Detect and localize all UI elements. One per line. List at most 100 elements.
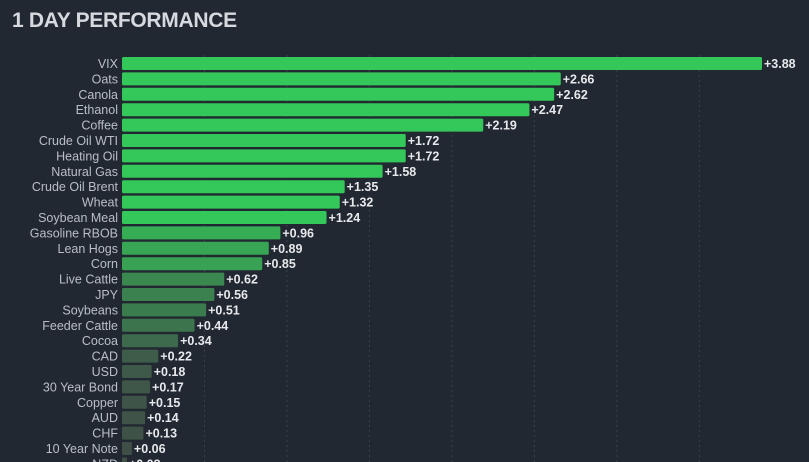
value-label: +0.22 xyxy=(160,350,192,364)
bar-row: 10 Year Note +0.06 xyxy=(46,442,166,456)
bar-row: Coffee +2.19 xyxy=(81,118,517,133)
value-label: +1.72 xyxy=(408,134,440,148)
value-label: +0.62 xyxy=(226,273,258,287)
category-label: Wheat xyxy=(82,196,119,210)
bar xyxy=(122,72,561,86)
bar xyxy=(122,380,151,394)
bar-row: AUD +0.14 xyxy=(92,411,179,425)
bar xyxy=(122,411,146,425)
value-label: +0.06 xyxy=(134,442,166,456)
bar xyxy=(122,334,179,348)
value-label: +2.62 xyxy=(556,88,588,102)
bar-row: Gasoline RBOB +0.96 xyxy=(30,226,314,240)
category-label: Crude Oil WTI xyxy=(39,134,118,148)
bar-row: USD +0.18 xyxy=(92,365,186,379)
category-label: Corn xyxy=(91,257,118,271)
category-label: Canola xyxy=(78,88,118,102)
bar-row: JPY +0.56 xyxy=(95,288,248,302)
value-label: +0.51 xyxy=(208,303,240,317)
bar-row: CHF +0.13 xyxy=(92,426,177,441)
bar-row: CAD +0.22 xyxy=(92,349,192,364)
bar xyxy=(122,395,147,409)
value-label: +0.89 xyxy=(271,242,303,256)
chart-title: 1 DAY PERFORMANCE xyxy=(12,9,237,32)
value-label: +2.66 xyxy=(563,72,595,86)
value-label: +0.14 xyxy=(147,411,179,425)
bar xyxy=(122,87,555,101)
category-label: Soybean Meal xyxy=(38,211,118,225)
bar-row: Feeder Cattle +0.44 xyxy=(42,318,229,333)
value-label: +0.85 xyxy=(264,257,296,271)
category-label: Live Cattle xyxy=(59,273,118,287)
bar xyxy=(122,257,263,271)
category-label: Feeder Cattle xyxy=(42,319,118,333)
value-label: +0.96 xyxy=(282,226,314,240)
category-label: Ethanol xyxy=(76,103,118,117)
bar-row: NZD +0.03 xyxy=(92,457,161,462)
bar-row: Corn +0.85 xyxy=(91,257,296,271)
category-label: Gasoline RBOB xyxy=(30,226,118,240)
bar xyxy=(122,318,195,332)
category-label: JPY xyxy=(95,288,119,302)
bar-row: Oats +2.66 xyxy=(92,72,595,86)
bar-row: 30 Year Bond +0.17 xyxy=(43,380,184,394)
value-label: +0.18 xyxy=(154,365,186,379)
category-label: AUD xyxy=(92,411,118,425)
bar xyxy=(122,442,132,455)
bar-row: Copper +0.15 xyxy=(77,395,181,410)
value-label: +0.15 xyxy=(149,396,181,410)
value-label: +0.44 xyxy=(197,319,229,333)
bar-row: Soybeans +0.51 xyxy=(62,303,240,317)
value-label: +1.72 xyxy=(408,149,440,163)
category-label: Natural Gas xyxy=(51,165,118,179)
bar-row: Wheat +1.32 xyxy=(82,195,373,210)
bar xyxy=(122,195,340,209)
bar-row: Cocoa +0.34 xyxy=(82,334,212,348)
value-label: +0.56 xyxy=(216,288,248,302)
bar-row: Ethanol +2.47 xyxy=(76,103,563,117)
bar-row: VIX +3.88 xyxy=(98,57,796,71)
value-label: +3.88 xyxy=(764,57,796,71)
value-label: +1.35 xyxy=(347,180,379,194)
bar xyxy=(122,226,281,240)
bar-row: Canola +2.62 xyxy=(78,87,588,102)
bar xyxy=(122,272,225,286)
value-label: +1.58 xyxy=(385,165,417,179)
bar xyxy=(122,164,383,178)
category-label: Heating Oil xyxy=(56,149,118,163)
bar xyxy=(122,349,159,363)
bar xyxy=(122,211,327,224)
category-label: CHF xyxy=(92,427,118,441)
bar-row: Live Cattle +0.62 xyxy=(59,272,258,287)
value-label: +0.34 xyxy=(180,334,212,348)
value-label: +0.13 xyxy=(145,427,177,441)
value-label: +2.47 xyxy=(531,103,563,117)
bar xyxy=(122,180,345,194)
category-label: CAD xyxy=(92,350,118,364)
category-label: 30 Year Bond xyxy=(43,380,118,394)
category-label: Lean Hogs xyxy=(58,242,118,256)
category-label: Coffee xyxy=(81,119,118,133)
value-label: +0.17 xyxy=(152,380,184,394)
bar xyxy=(122,288,215,301)
bar-row: Lean Hogs +0.89 xyxy=(58,241,303,256)
category-label: Crude Oil Brent xyxy=(32,180,119,194)
category-label: Copper xyxy=(77,396,118,410)
bar xyxy=(122,118,484,132)
bar xyxy=(122,303,207,317)
bar xyxy=(122,365,152,378)
bar xyxy=(122,457,127,462)
category-label: Oats xyxy=(92,72,118,86)
bar xyxy=(122,149,406,163)
category-label: Soybeans xyxy=(62,303,118,317)
bar xyxy=(122,241,269,255)
value-label: +1.24 xyxy=(329,211,361,225)
category-label: Cocoa xyxy=(82,334,118,348)
bar xyxy=(122,103,530,117)
bar xyxy=(122,134,406,147)
bar-row: Soybean Meal +1.24 xyxy=(38,211,360,225)
category-label: USD xyxy=(92,365,118,379)
category-label: NZD xyxy=(92,457,118,462)
